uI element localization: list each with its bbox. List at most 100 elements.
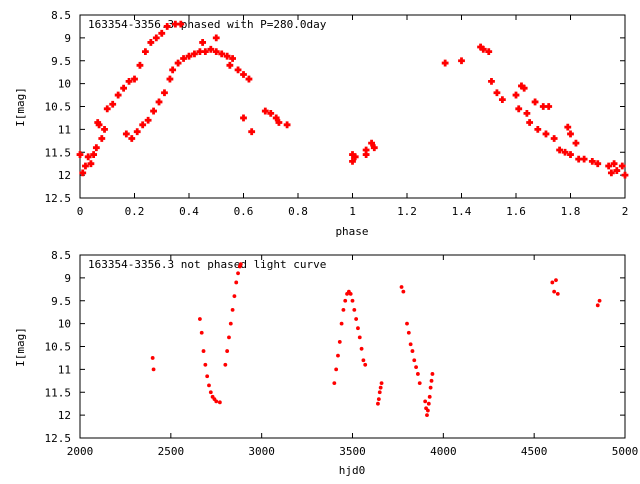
data-point bbox=[205, 374, 210, 379]
data-point bbox=[267, 109, 275, 117]
data-point bbox=[349, 151, 356, 158]
data-point bbox=[336, 353, 340, 358]
data-point bbox=[120, 84, 127, 92]
data-point bbox=[363, 362, 368, 367]
data-point bbox=[550, 280, 555, 285]
data-point bbox=[406, 330, 411, 335]
data-point bbox=[169, 66, 177, 74]
data-point bbox=[114, 91, 122, 99]
data-point bbox=[477, 43, 484, 51]
data-point bbox=[272, 114, 280, 122]
data-point bbox=[539, 103, 547, 110]
data-point bbox=[378, 385, 383, 390]
chart-title: 163354-3356.3 not phased light curve bbox=[88, 258, 326, 271]
data-point bbox=[493, 89, 501, 97]
data-point bbox=[212, 34, 220, 42]
data-point bbox=[82, 162, 89, 170]
data-point bbox=[228, 321, 233, 326]
data-point bbox=[425, 413, 429, 418]
data-point bbox=[142, 48, 149, 55]
data-point bbox=[174, 59, 182, 67]
data-point bbox=[234, 66, 242, 74]
data-point bbox=[334, 367, 339, 372]
y-tick-label: 10.5 bbox=[45, 341, 72, 354]
data-point bbox=[368, 139, 375, 147]
data-point bbox=[607, 169, 615, 177]
data-point bbox=[556, 146, 563, 154]
data-point bbox=[230, 308, 235, 312]
data-point bbox=[245, 75, 253, 83]
data-point bbox=[362, 151, 370, 158]
data-point bbox=[229, 55, 236, 62]
data-point bbox=[341, 308, 346, 312]
data-point bbox=[350, 298, 355, 303]
data-point bbox=[131, 75, 138, 83]
data-point bbox=[198, 317, 202, 321]
x-axis-label: hjd0 bbox=[339, 464, 366, 477]
data-point bbox=[567, 151, 574, 158]
y-tick-label: 12 bbox=[58, 169, 71, 182]
data-point bbox=[203, 362, 208, 367]
data-point bbox=[144, 116, 152, 124]
data-point bbox=[401, 289, 406, 294]
y-tick-label: 9 bbox=[64, 272, 71, 285]
data-point bbox=[567, 130, 574, 138]
data-point bbox=[212, 48, 220, 55]
data-point bbox=[171, 20, 179, 28]
data-point bbox=[214, 399, 219, 404]
data-point bbox=[337, 340, 342, 344]
data-point bbox=[155, 98, 163, 106]
data-point bbox=[572, 139, 580, 147]
data-point bbox=[248, 128, 256, 136]
data-point bbox=[621, 171, 629, 179]
x-tick-label: 1.4 bbox=[452, 205, 472, 218]
data-point bbox=[103, 105, 111, 113]
data-point bbox=[348, 291, 353, 296]
data-point bbox=[234, 280, 239, 285]
data-point bbox=[610, 160, 618, 168]
data-point bbox=[520, 84, 528, 92]
data-point bbox=[518, 82, 525, 90]
data-point bbox=[597, 298, 602, 303]
data-point bbox=[217, 400, 222, 405]
data-point bbox=[191, 50, 198, 58]
x-tick-label: 2 bbox=[622, 205, 629, 218]
x-tick-label: 3500 bbox=[339, 445, 366, 458]
x-tick-label: 1 bbox=[349, 205, 356, 218]
data-point bbox=[552, 289, 557, 294]
x-tick-label: 0.8 bbox=[288, 205, 308, 218]
data-point bbox=[150, 356, 155, 360]
data-point bbox=[370, 144, 378, 152]
data-point bbox=[240, 114, 247, 122]
data-point bbox=[613, 167, 621, 174]
data-point bbox=[423, 399, 428, 404]
data-point bbox=[95, 121, 103, 129]
data-points bbox=[76, 20, 629, 179]
data-point bbox=[161, 89, 168, 97]
y-tick-label: 12 bbox=[58, 409, 71, 422]
data-point bbox=[261, 107, 269, 115]
unphased-light-curve-panel: 163354-3356.3 not phased light curve hjd… bbox=[14, 249, 638, 477]
data-point bbox=[133, 128, 141, 136]
data-point bbox=[128, 135, 136, 142]
x-tick-label: 1.8 bbox=[561, 205, 581, 218]
x-tick-label: 0.2 bbox=[125, 205, 145, 218]
x-tick-label: 1.6 bbox=[506, 205, 526, 218]
data-point bbox=[76, 151, 84, 158]
data-point bbox=[275, 119, 283, 126]
data-point bbox=[227, 335, 231, 340]
data-point bbox=[594, 160, 602, 168]
data-point bbox=[379, 381, 384, 385]
data-point bbox=[185, 52, 193, 60]
data-point bbox=[550, 135, 558, 142]
data-point bbox=[218, 50, 226, 58]
data-point bbox=[109, 100, 117, 108]
data-point bbox=[226, 61, 234, 69]
data-point bbox=[84, 153, 92, 161]
data-point bbox=[201, 48, 209, 55]
data-point bbox=[425, 408, 430, 413]
y-tick-label: 8.5 bbox=[51, 9, 71, 22]
data-point bbox=[201, 349, 206, 353]
data-point bbox=[618, 162, 626, 170]
